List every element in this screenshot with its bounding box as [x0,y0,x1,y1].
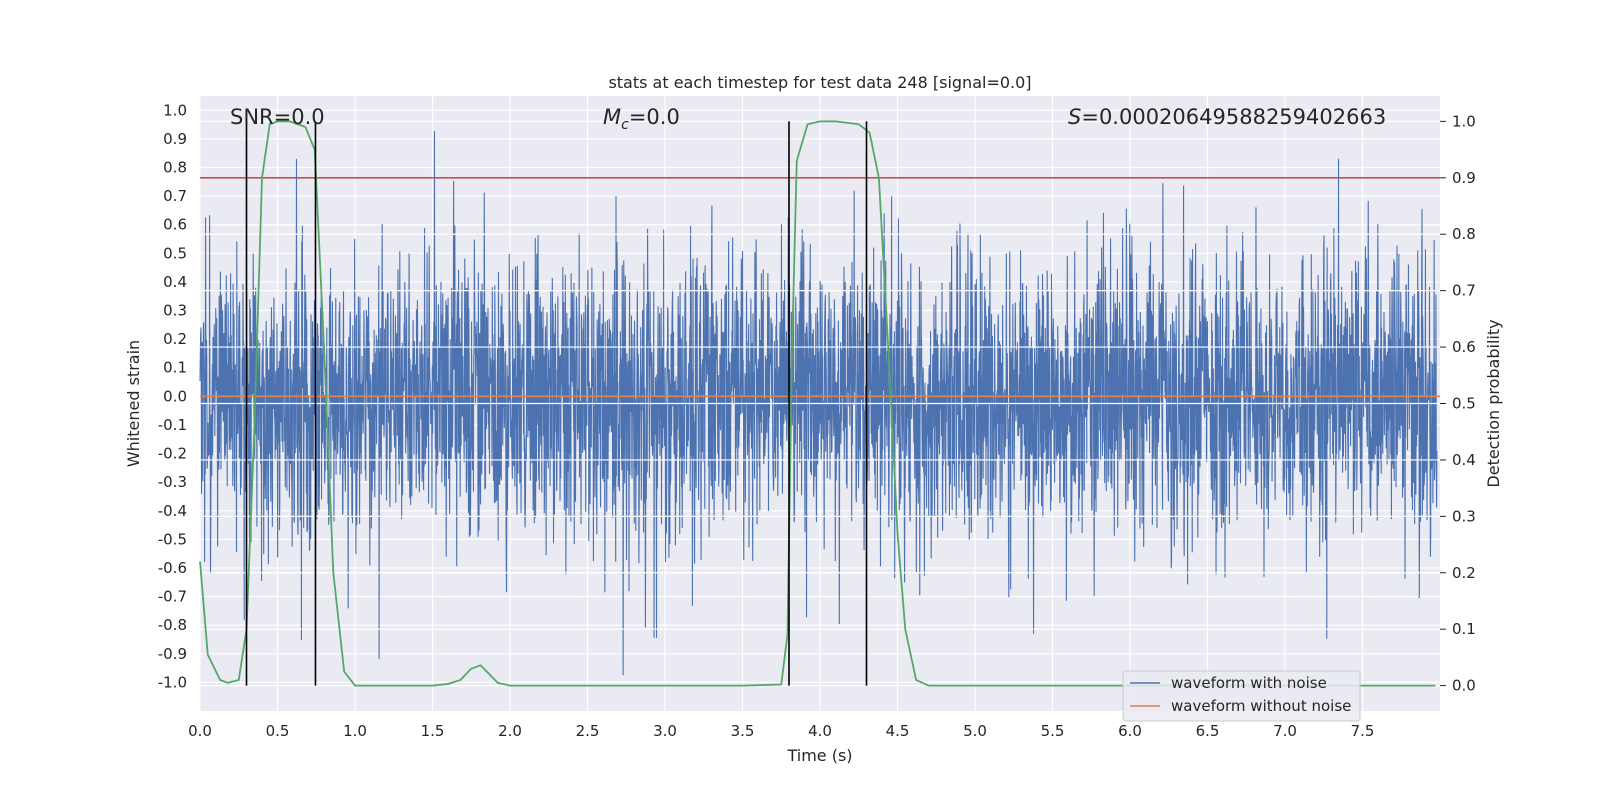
y-left-tick-label: -0.3 [158,473,187,491]
y-left-tick-label: -0.2 [158,445,187,463]
y-left-tick-label: -0.4 [158,502,187,520]
x-tick-label: 6.5 [1196,722,1220,740]
x-tick-label: 1.0 [343,722,367,740]
y-right-tick-label: 0.4 [1452,451,1476,469]
annotation-s: S=0.00020649588259402663 [1068,105,1386,129]
legend-box [1122,670,1361,722]
y-right-tick-label: 0.8 [1452,225,1476,243]
annotation-mc: Mc=0.0 [603,105,680,133]
x-tick-label: 0.0 [188,722,212,740]
y-left-tick-label: 0.6 [163,216,187,234]
y-left-tick-label: -0.1 [158,416,187,434]
y-left-tick-label: 0.0 [163,387,187,405]
y-right-tick-label: 1.0 [1452,112,1476,130]
legend: waveform with noise waveform without noi… [1122,670,1361,722]
y-right-tick-label: 0.7 [1452,282,1476,300]
x-tick-label: 1.5 [421,722,445,740]
y-left-tick-label: -0.7 [158,588,187,606]
x-tick-label: 0.5 [266,722,290,740]
waveform-with-noise-line [199,130,1438,676]
y-left-tick-label: 0.9 [163,130,187,148]
y-right-tick-label: 0.6 [1452,338,1476,356]
annotation-mc-value: =0.0 [629,105,680,129]
annotation-s-symbol: S [1068,105,1081,129]
y-right-tick-label: 0.0 [1452,677,1476,695]
y-right-tick-label: 0.2 [1452,564,1476,582]
legend-label-waveform-without-noise: waveform without noise [1171,697,1351,715]
y-left-tick-label: 0.1 [163,359,187,377]
detection-probability-line [199,120,1436,687]
y-left-tick-label: -0.9 [158,645,187,663]
annotation-snr: SNR=0.0 [230,105,325,129]
y-left-tick-label: -0.6 [158,559,187,577]
x-tick-label: 4.5 [886,722,910,740]
x-tick-label: 2.5 [576,722,600,740]
x-tick-label: 2.0 [498,722,522,740]
x-axis-label: Time (s) [786,746,852,765]
x-tick-label: 5.0 [963,722,987,740]
x-tick-label: 3.0 [653,722,677,740]
y-left-tick-label: 0.2 [163,330,187,348]
legend-label-waveform-with-noise: waveform with noise [1171,674,1327,692]
y-left-tick-label: 0.3 [163,302,187,320]
series-waveform-with-noise [199,120,1440,687]
annotation-s-value: =0.00020649588259402663 [1081,105,1386,129]
annotation-mc-subscript: c [621,117,629,133]
y-left-tick-label: 0.7 [163,187,187,205]
x-tick-label: 6.0 [1118,722,1142,740]
x-tick-label: 4.0 [808,722,832,740]
x-tick-label: 5.5 [1041,722,1065,740]
y-left-tick-label: -1.0 [158,673,187,691]
y-right-tick-label: 0.1 [1452,620,1476,638]
y-left-tick-label: 1.0 [163,101,187,119]
chart-title: stats at each timestep for test data 248… [608,73,1031,92]
y-left-tick-label: 0.4 [163,273,187,291]
tick-labels: 0.0 0.5 1.0 1.5 2.0 2.5 3.0 3.5 4.0 4.5 5.0 5.5 6.0 6… [158,101,1476,740]
annotation-mc-symbol: M [603,105,621,129]
x-tick-label: 3.5 [731,722,755,740]
y-right-tick-label: 0.9 [1452,169,1476,187]
series-group [199,120,1440,687]
y-right-tick-label: 0.5 [1452,395,1476,413]
x-tick-label: 7.5 [1351,722,1375,740]
vertical-lines [245,121,868,686]
y-left-tick-label: 0.5 [163,244,187,262]
y-left-tick-label: -0.8 [158,616,187,634]
y-right-tick-label: 0.3 [1452,507,1476,525]
y-left-tick-label: -0.5 [158,530,187,548]
y-left-tick-label: 0.8 [163,159,187,177]
y-axis-label-right: Detection probability [1484,319,1503,487]
y-axis-label-left: Whitened strain [124,340,143,467]
x-tick-label: 7.0 [1273,722,1297,740]
